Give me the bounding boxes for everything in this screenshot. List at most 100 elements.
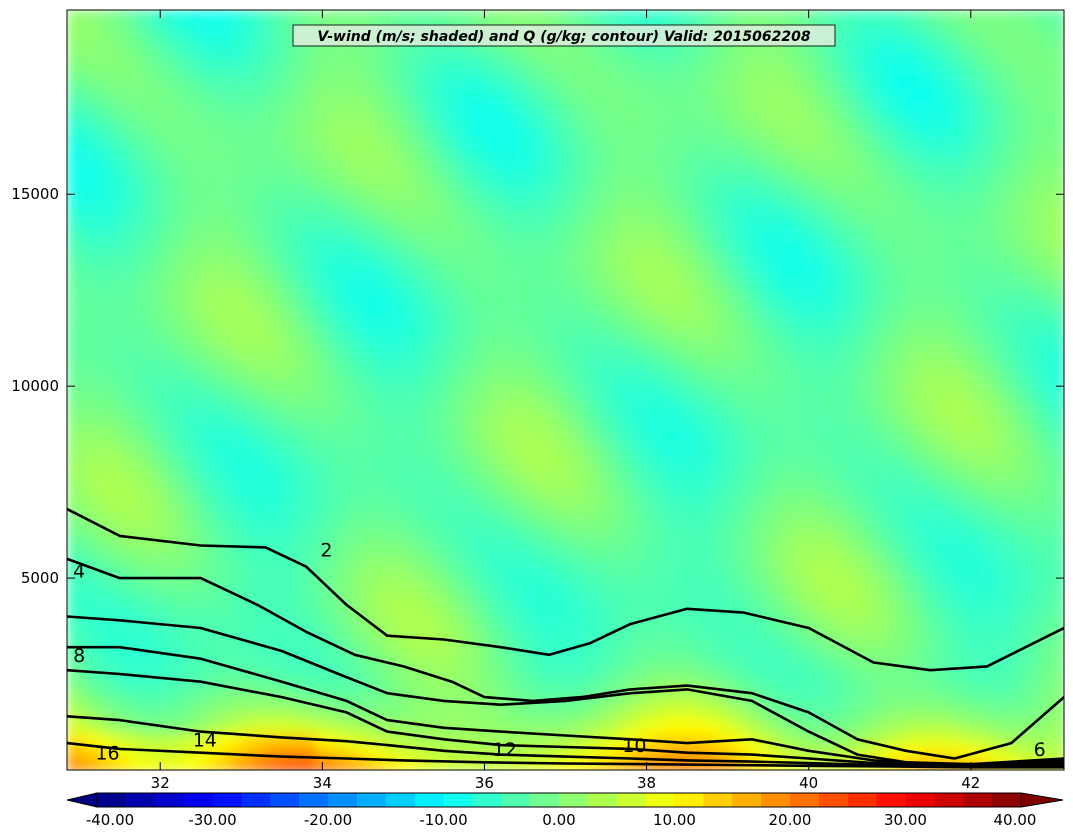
- field-cell: [698, 314, 717, 329]
- field-cell: [183, 377, 202, 392]
- field-cell: [67, 364, 86, 379]
- field-cell: [415, 478, 435, 493]
- field-cell: [249, 630, 268, 645]
- field-cell: [332, 250, 351, 265]
- field-cell: [266, 554, 285, 569]
- field-cell: [465, 326, 484, 341]
- field-cell: [1047, 377, 1064, 392]
- field-cell: [100, 706, 119, 721]
- field-cell: [1047, 22, 1064, 37]
- field-cell: [299, 567, 318, 582]
- field-cell: [183, 111, 202, 126]
- field-cell: [283, 200, 302, 215]
- field-cell: [665, 86, 684, 101]
- field-cell: [781, 440, 800, 455]
- field-cell: [831, 706, 850, 721]
- field-cell: [598, 187, 617, 202]
- field-cell: [415, 86, 435, 101]
- field-cell: [349, 187, 368, 202]
- field-cell: [964, 136, 983, 151]
- field-cell: [847, 301, 867, 316]
- field-cell: [399, 212, 418, 227]
- field-cell: [166, 516, 185, 531]
- field-cell: [648, 86, 667, 101]
- field-cell: [781, 263, 800, 278]
- field-cell: [598, 162, 617, 177]
- field-cell: [382, 402, 401, 417]
- field-cell: [548, 225, 567, 240]
- field-cell: [615, 60, 634, 75]
- field-cell: [499, 174, 518, 189]
- field-cell: [1014, 276, 1033, 291]
- field-cell: [798, 554, 817, 569]
- field-cell: [931, 124, 950, 139]
- field-cell: [1047, 592, 1064, 607]
- field-cell: [798, 225, 817, 240]
- field-cell: [881, 567, 900, 582]
- field-cell: [764, 466, 784, 481]
- field-cell: [465, 174, 484, 189]
- field-cell: [814, 111, 833, 126]
- field-cell: [897, 111, 916, 126]
- field-cell: [897, 10, 916, 25]
- field-cell: [598, 200, 617, 215]
- field-cell: [482, 174, 501, 189]
- field-cell: [764, 643, 784, 658]
- field-cell: [166, 200, 185, 215]
- field-cell: [432, 162, 451, 177]
- field-cell: [465, 466, 484, 481]
- field-cell: [814, 453, 833, 468]
- field-cell: [931, 504, 950, 519]
- field-cell: [997, 326, 1016, 341]
- field-cell: [199, 136, 219, 151]
- field-cell: [980, 263, 1000, 278]
- field-cell: [980, 10, 1000, 25]
- field-cell: [748, 466, 767, 481]
- field-cell: [216, 136, 235, 151]
- field-cell: [731, 187, 750, 202]
- field-cell: [166, 48, 185, 63]
- field-cell: [731, 238, 750, 253]
- field-cell: [116, 440, 135, 455]
- field-cell: [665, 187, 684, 202]
- field-cell: [233, 567, 252, 582]
- field-cell: [582, 263, 601, 278]
- field-cell: [731, 10, 750, 25]
- field-cell: [864, 98, 883, 113]
- field-cell: [881, 73, 900, 88]
- field-cell: [615, 377, 634, 392]
- field-cell: [748, 301, 767, 316]
- field-cell: [316, 630, 335, 645]
- field-cell: [399, 48, 418, 63]
- field-cell: [648, 314, 667, 329]
- field-cell: [565, 390, 584, 405]
- field-cell: [465, 668, 484, 683]
- field-cell: [831, 10, 850, 25]
- field-cell: [133, 630, 152, 645]
- field-cell: [831, 136, 850, 151]
- field-cell: [382, 377, 401, 392]
- field-cell: [116, 10, 135, 25]
- field-cell: [382, 124, 401, 139]
- field-cell: [864, 377, 883, 392]
- field-cell: [548, 428, 567, 443]
- field-cell: [150, 466, 169, 481]
- field-cell: [615, 694, 634, 709]
- field-cell: [382, 60, 401, 75]
- field-cell: [183, 73, 202, 88]
- field-cell: [116, 656, 135, 671]
- field-cell: [67, 415, 86, 430]
- field-cell: [199, 529, 219, 544]
- field-cell: [83, 744, 102, 759]
- field-cell: [199, 22, 219, 37]
- field-cell: [1014, 744, 1033, 759]
- field-cell: [881, 326, 900, 341]
- field-cell: [1047, 212, 1064, 227]
- field-cell: [781, 276, 800, 291]
- field-cell: [366, 402, 385, 417]
- field-cell: [382, 694, 401, 709]
- field-cell: [415, 339, 435, 354]
- field-cell: [449, 364, 468, 379]
- field-cell: [715, 364, 734, 379]
- field-cell: [648, 643, 667, 658]
